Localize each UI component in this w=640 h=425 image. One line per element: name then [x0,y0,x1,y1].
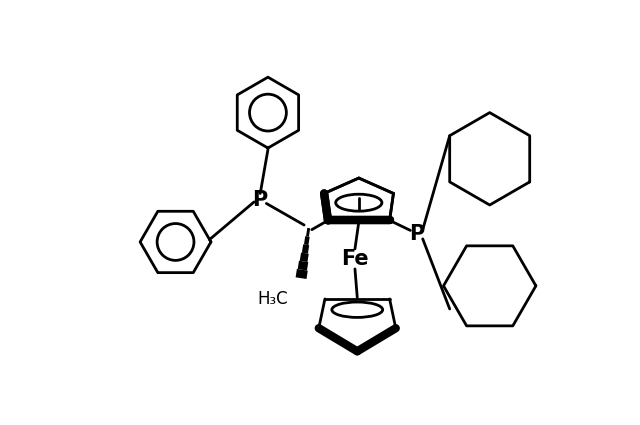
Ellipse shape [332,302,383,317]
Text: P: P [253,190,268,210]
Text: H₃C: H₃C [257,290,288,309]
Polygon shape [324,178,394,221]
Text: P: P [409,224,424,244]
Polygon shape [319,299,396,351]
Text: Fe: Fe [341,249,369,269]
Ellipse shape [336,194,382,211]
